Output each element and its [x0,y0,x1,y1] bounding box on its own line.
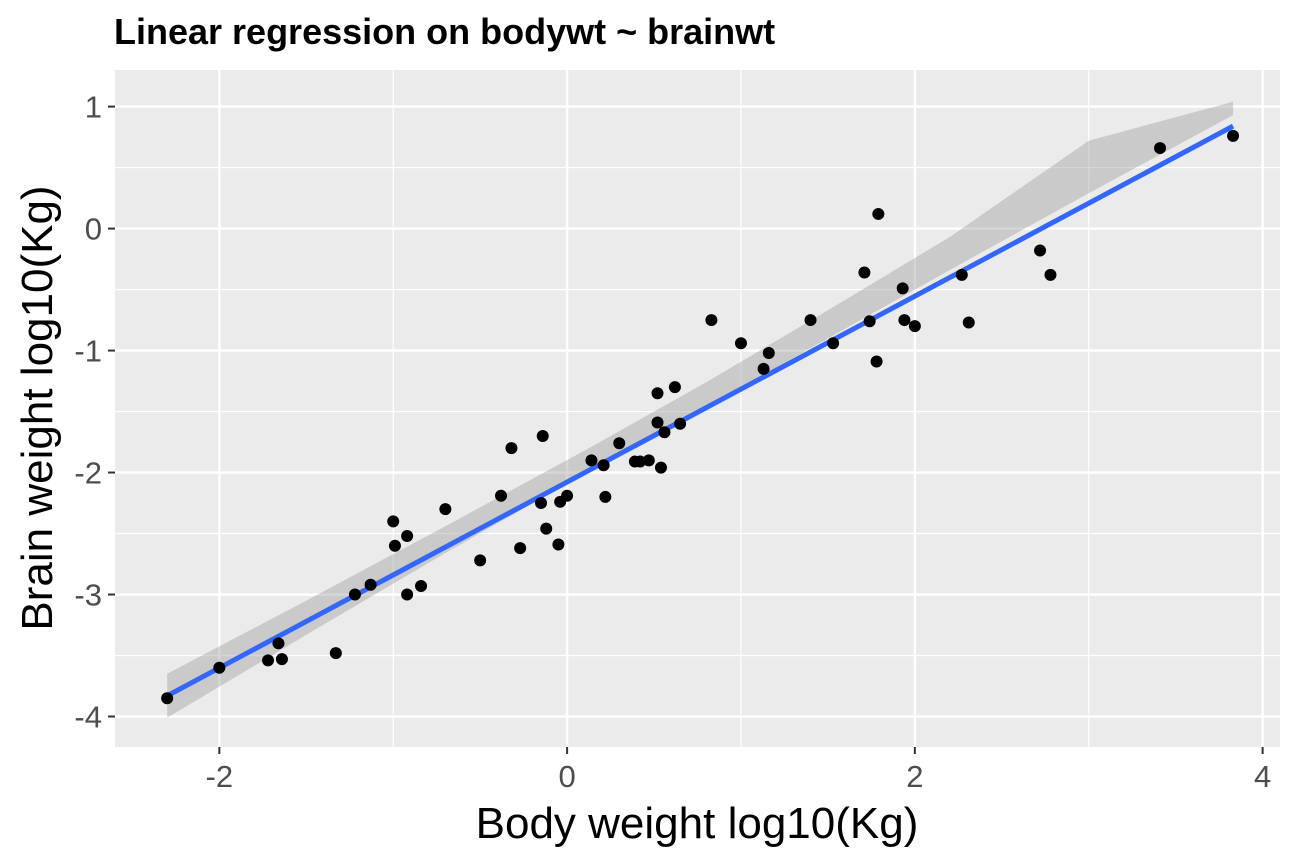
data-point [597,459,610,472]
y-tick-label: 1 [85,90,102,125]
data-point [262,654,275,667]
data-point [540,522,553,535]
data-point [213,661,226,674]
y-tick-label: 0 [85,212,102,247]
x-tick-label: -2 [206,759,234,794]
data-point [275,653,288,666]
data-point [658,426,671,439]
y-tick-label: -4 [74,700,102,735]
x-tick-label: 0 [558,759,575,794]
data-point [535,497,548,510]
data-point [585,454,598,467]
regression-line [165,123,1235,698]
data-point [870,355,883,368]
data-point [827,337,840,350]
data-point [1034,244,1047,257]
y-axis: -4 -3 -2 -1 0 1 [74,90,115,735]
data-point [863,315,876,328]
data-point [705,314,718,327]
data-point [858,266,871,279]
data-point [668,381,681,394]
y-tick-label: -3 [74,578,102,613]
x-tick-label: 4 [1254,759,1271,794]
x-tick-label: 2 [906,759,923,794]
data-point [962,316,975,329]
data-point [348,588,361,601]
data-point [401,529,414,542]
data-point [654,461,667,474]
data-point [388,539,401,552]
data-point [387,515,400,528]
data-point [872,207,885,220]
major-gridlines [115,70,1280,747]
chart-title: Linear regression on bodywt ~ brainwt [114,11,775,52]
data-point [651,387,664,400]
data-point [364,578,377,591]
data-point [898,314,911,327]
data-point [804,314,817,327]
data-point [599,490,612,503]
x-axis-title: Body weight log10(Kg) [476,799,919,848]
plot-panel [115,70,1280,747]
data-point [439,503,452,516]
data-point [674,417,687,430]
data-point [1227,129,1240,142]
points-layer [161,129,1240,705]
data-point [762,346,775,359]
data-point [474,554,487,567]
y-axis-title: Brain weight log10(Kg) [13,185,62,630]
data-point [415,579,428,592]
data-point [552,538,565,551]
data-point [651,416,664,429]
data-point [955,268,968,281]
data-point [505,442,518,455]
data-point [161,692,174,705]
y-tick-label: -1 [74,334,102,369]
data-point [272,637,285,650]
data-point [734,337,747,350]
data-point [908,320,921,333]
data-point [495,489,508,502]
data-point [642,454,655,467]
data-point [561,489,574,502]
data-point [401,588,414,601]
data-point [536,429,549,442]
data-point [514,542,527,555]
data-point [896,282,909,295]
data-point [329,647,342,660]
fit-line-layer [165,123,1235,698]
y-tick-label: -2 [74,456,102,491]
data-point [1154,142,1167,155]
data-point [1044,268,1057,281]
data-point [613,437,626,450]
x-axis: -2 0 2 4 [206,747,1271,794]
data-point [757,362,770,375]
